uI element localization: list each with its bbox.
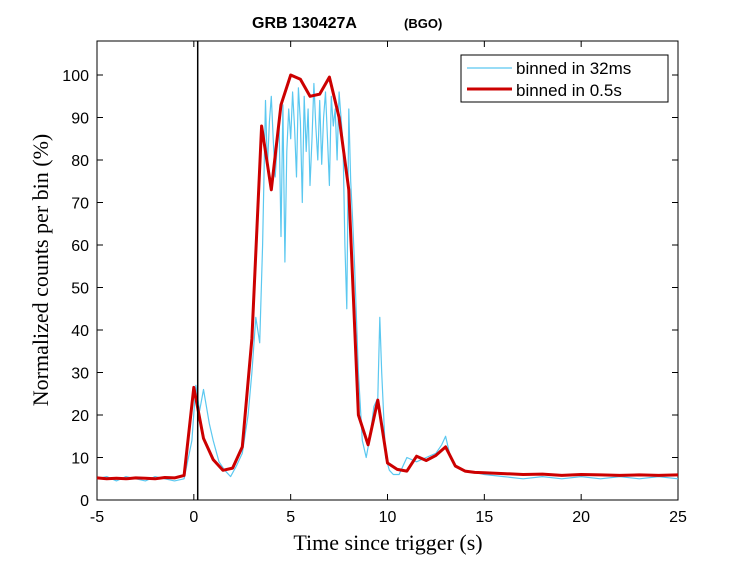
legend-label-32ms: binned in 32ms	[516, 59, 631, 78]
y-tick-label: 100	[62, 68, 89, 85]
series-32ms-line	[96, 82, 679, 482]
y-tick-label: 40	[71, 323, 89, 340]
y-tick-label: 70	[71, 196, 89, 213]
legend: binned in 32ms binned in 0.5s	[460, 54, 669, 103]
x-tick-label: 0	[189, 509, 198, 526]
legend-box	[460, 54, 669, 103]
y-tick-label: 50	[71, 281, 89, 298]
x-tick-label: 15	[475, 509, 493, 526]
chart-title: GRB 130427A	[252, 15, 357, 32]
legend-label-0-5s: binned in 0.5s	[516, 81, 622, 100]
y-axis-label: Normalized counts per bin (%)	[28, 134, 53, 406]
y-tick-label: 30	[71, 366, 89, 383]
x-tick-label: 25	[669, 509, 687, 526]
y-tick-label: 60	[71, 238, 89, 255]
y-axis: 0 10 20 30 40 50 60 70 80 90 100	[62, 68, 678, 510]
plot-lines	[96, 41, 679, 500]
y-tick-label: 20	[71, 408, 89, 425]
plot-area-frame	[96, 40, 679, 501]
x-axis: -5 0 5 10 15 20 25	[90, 41, 687, 526]
x-tick-label: 5	[286, 509, 295, 526]
y-tick-label: 80	[71, 153, 89, 170]
y-tick-label: 90	[71, 111, 89, 128]
y-tick-label: 10	[71, 451, 89, 468]
y-tick-label: 0	[80, 493, 89, 510]
x-tick-label: 20	[572, 509, 590, 526]
x-tick-label: -5	[90, 509, 104, 526]
series-0-5s-line	[96, 73, 679, 481]
x-tick-label: 10	[379, 509, 397, 526]
chart-subtitle: (BGO)	[404, 16, 442, 31]
x-axis-label: Time since trigger (s)	[293, 530, 482, 555]
